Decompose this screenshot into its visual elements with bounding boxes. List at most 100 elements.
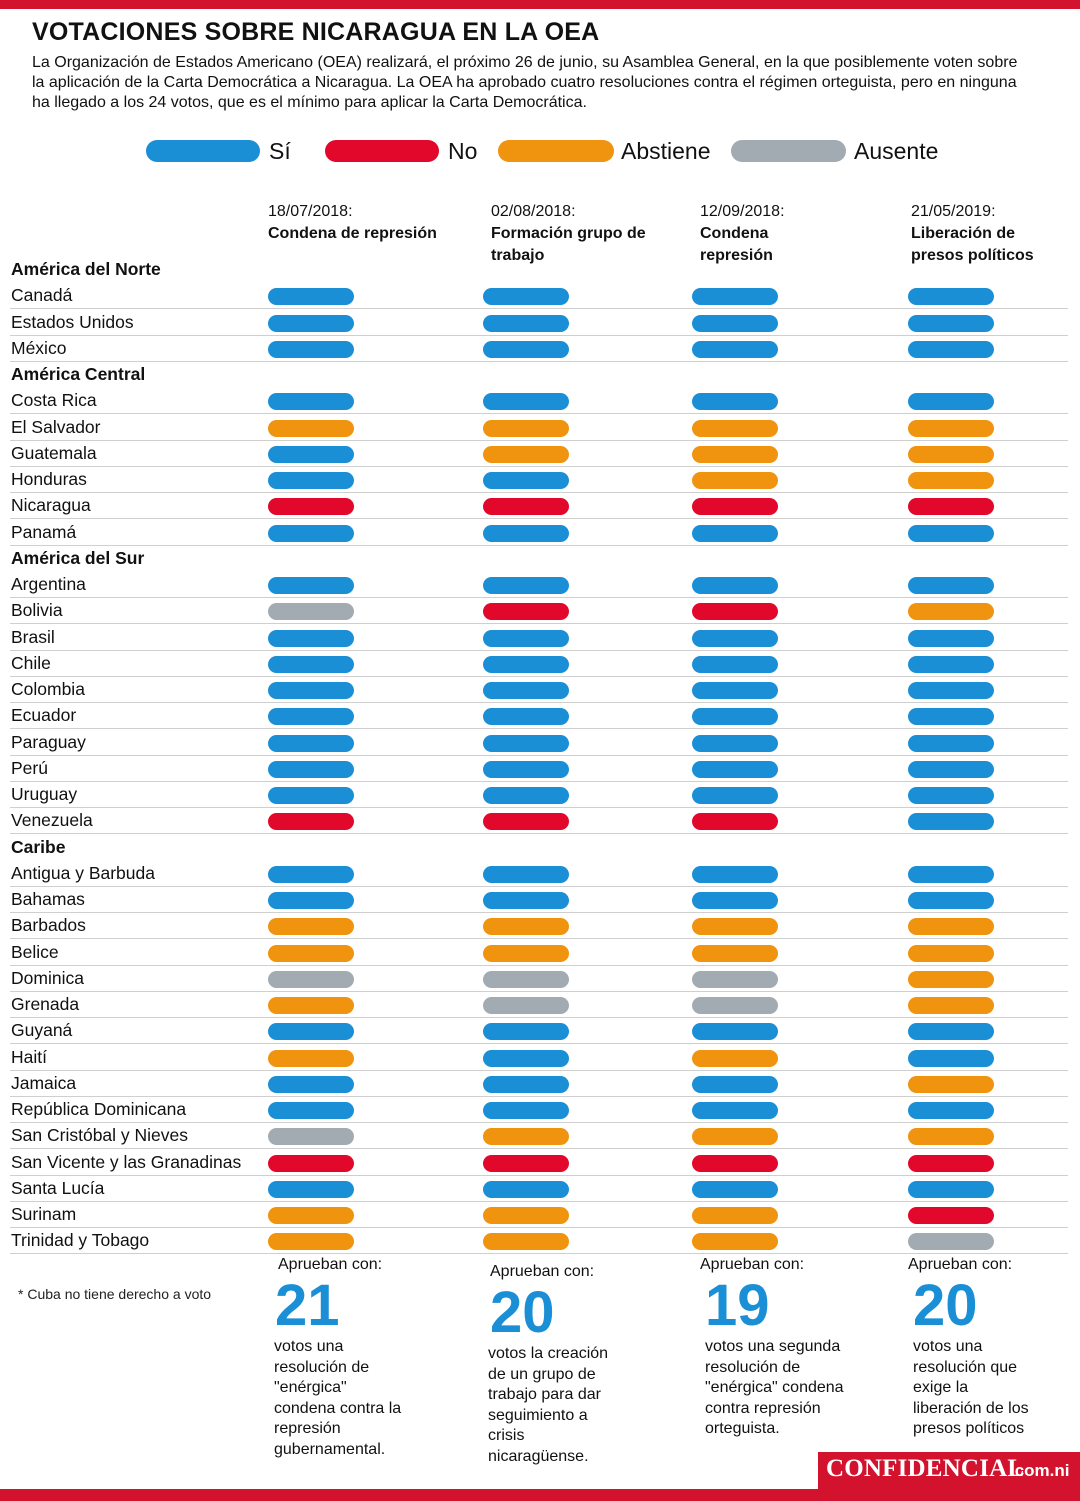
country-row: Guyaná [10, 1017, 1068, 1045]
vote-pill [692, 472, 778, 489]
country-label: Paraguay [11, 731, 86, 752]
vote-pill [908, 393, 994, 411]
vote-pill [483, 419, 569, 437]
country-label: Venezuela [11, 810, 93, 831]
summary-vote-count: 21 [275, 1273, 340, 1338]
vote-pill [268, 393, 354, 411]
region-label: América del Sur [11, 547, 145, 568]
vote-pill [483, 577, 569, 594]
vote-pill [908, 577, 994, 594]
vote-pill [483, 288, 569, 306]
vote-pill [692, 1154, 778, 1172]
vote-pill [268, 1023, 354, 1041]
vote-pill [268, 787, 354, 804]
vote-pill [268, 944, 354, 962]
country-label: El Salvador [11, 416, 101, 437]
vote-pill [908, 682, 994, 699]
vote-pill [908, 419, 994, 437]
vote-pill [692, 813, 778, 831]
legend-label-ausente: Ausente [854, 138, 939, 164]
vote-pill [908, 1233, 994, 1251]
vote-pill [692, 1075, 778, 1093]
vote-pill [692, 682, 778, 699]
vote-pill [692, 1180, 778, 1198]
vote-pill [483, 1154, 569, 1172]
vote-pill [268, 629, 354, 647]
country-label: Surinam [11, 1204, 77, 1224]
country-row: Chile [10, 650, 1068, 677]
vote-pill [268, 813, 354, 831]
country-label: Argentina [11, 574, 86, 594]
vote-pill [908, 340, 994, 358]
summary-text: votos una resolución que exige la libera… [913, 1338, 1029, 1437]
country-label: Costa Rica [11, 390, 97, 411]
country-label: Panamá [11, 521, 77, 542]
country-row: Trinidad y Tobago [10, 1227, 1068, 1255]
vote-pill [483, 682, 569, 699]
vote-pill [908, 708, 994, 726]
summary-text: votos la creación de un grupo de trabajo… [488, 1345, 609, 1465]
vote-pill [268, 340, 354, 358]
summary-1: Aprueban con: 21 votos una resolución de… [274, 1255, 478, 1460]
vote-pill [483, 1075, 569, 1093]
vote-pill [483, 393, 569, 411]
column-name: Liberación de presos políticos [911, 225, 1034, 264]
country-row: Bahamas [10, 886, 1068, 913]
vote-pill [268, 1075, 354, 1093]
vote-pill [908, 1154, 994, 1172]
vote-pill [268, 1207, 354, 1224]
vote-pill [908, 1075, 994, 1093]
vote-pill [692, 1233, 778, 1251]
vote-pill [268, 970, 354, 988]
vote-pill [268, 1233, 354, 1251]
vote-pill [908, 472, 994, 489]
country-row: Surinam [10, 1201, 1068, 1228]
country-row: República Dominicana [10, 1096, 1068, 1123]
brand-logo: CONFIDENCIAL .com.ni [818, 1452, 1080, 1489]
vote-pill [268, 288, 354, 306]
country-row: Colombia [10, 676, 1068, 703]
vote-pill [268, 1154, 354, 1172]
region-header: América del Norte [10, 256, 1068, 282]
vote-pill [268, 524, 354, 542]
country-row: Santa Lucía [10, 1175, 1068, 1202]
region-header: América del Sur [10, 545, 1068, 571]
vote-pill [483, 865, 569, 883]
country-row: San Cristóbal y Nieves [10, 1122, 1068, 1150]
intro-paragraph: La Organización de Estados Americano (OE… [32, 54, 1018, 111]
country-label: Haití [11, 1046, 47, 1067]
country-label: Estados Unidos [11, 311, 134, 332]
legend: Sí No Abstiene Ausente [0, 136, 1080, 176]
vote-pill [692, 629, 778, 647]
vote-pill [908, 1207, 994, 1224]
vote-pill [483, 918, 569, 936]
region-header: Caribe [10, 834, 1068, 860]
country-label: Bolivia [11, 600, 63, 621]
vote-pill [692, 1128, 778, 1146]
summary-text: votos una segunda resolución de "enérgic… [705, 1338, 844, 1437]
country-row: Estados Unidos [10, 309, 1068, 336]
vote-pill [268, 603, 354, 621]
country-label: Canadá [11, 285, 73, 306]
column-date: 21/05/2019: [911, 203, 996, 220]
legend-swatch-no [325, 140, 439, 162]
vote-pill [483, 314, 569, 332]
country-label: México [11, 337, 67, 358]
vote-pill [908, 760, 994, 778]
summary-vote-count: 19 [705, 1273, 770, 1338]
vote-pill [692, 393, 778, 411]
vote-pill [908, 997, 994, 1014]
vote-pill [483, 997, 569, 1014]
column-date: 02/08/2018: [491, 203, 576, 220]
vote-pill [483, 813, 569, 831]
country-label: Guatemala [11, 442, 97, 463]
vote-pill [908, 603, 994, 621]
vote-pill [483, 970, 569, 988]
vote-pill [483, 1207, 569, 1224]
vote-pill [483, 787, 569, 804]
vote-pill [483, 1102, 569, 1119]
country-label: Brasil [11, 626, 55, 647]
region-label: Caribe [11, 836, 66, 857]
vote-pill [692, 1023, 778, 1041]
brand-name: CONFIDENCIAL [826, 1455, 1025, 1482]
